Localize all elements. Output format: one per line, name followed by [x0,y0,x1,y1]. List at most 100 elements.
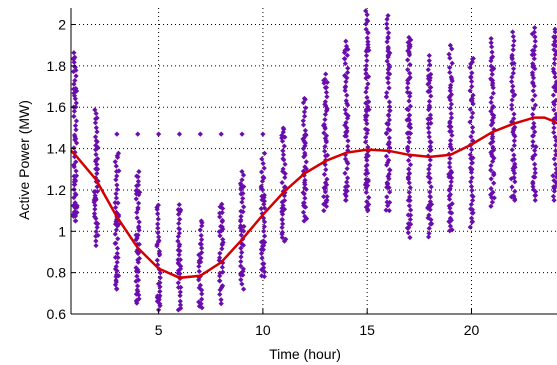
data-point [113,191,119,197]
data-point [489,44,495,50]
data-point [302,150,308,156]
data-point [258,206,264,212]
data-point [300,118,306,124]
data-point [342,156,349,162]
data-point [91,214,98,220]
data-point [469,197,476,203]
data-point [365,81,371,87]
data-point [258,246,264,253]
data-point [114,250,120,257]
data-point [530,88,536,94]
data-point [448,175,455,181]
data-point [112,266,119,272]
data-point [134,248,140,255]
data-point [428,221,435,227]
data-point [115,254,121,261]
data-point [551,129,557,136]
data-point [488,162,494,169]
data-point [300,136,306,142]
data-point [261,228,267,234]
data-point [404,117,410,123]
data-point [405,174,411,180]
data-point [156,131,162,137]
data-point [259,197,265,203]
data-point [135,200,142,206]
data-point [261,233,268,239]
data-point [469,192,475,199]
data-point [323,103,329,109]
data-point [532,66,538,72]
data-point [154,257,160,263]
data-point [324,152,331,158]
data-point [531,83,537,89]
data-point [240,190,246,197]
data-point [427,157,433,163]
data-point [427,193,433,200]
data-point [364,130,370,136]
data-point [384,90,390,96]
data-point [72,123,79,129]
data-point [426,225,432,231]
data-point [427,115,434,122]
data-point [531,187,537,193]
data-point [238,182,244,188]
data-point [238,254,244,260]
data-point [322,162,328,168]
data-point [489,199,496,205]
data-point [512,196,518,202]
data-point [407,61,413,68]
data-point [113,195,120,201]
data-point [344,69,351,76]
data-point [447,69,453,76]
data-point [447,88,453,94]
data-point [364,170,371,176]
data-point [220,260,226,266]
data-point [321,201,327,207]
data-point [447,119,453,125]
data-point [509,79,515,85]
data-point [427,75,433,81]
data-point [468,134,474,140]
data-point [510,66,517,72]
data-point [363,100,369,106]
data-point [238,263,244,269]
data-point [553,152,557,158]
data-point [71,50,77,56]
data-point [115,200,121,206]
data-point [241,204,247,210]
data-point [134,215,140,221]
data-point [71,173,77,179]
data-point [342,88,348,94]
data-point [241,286,247,292]
data-point [155,230,161,236]
data-point [510,83,516,89]
data-point [135,174,141,180]
data-point [114,173,120,179]
data-point [447,105,453,111]
data-point [114,186,120,193]
x-tick-label: 10 [255,322,271,338]
data-point [508,119,515,125]
data-point [428,93,434,99]
data-point [510,29,516,35]
data-point [428,139,434,145]
data-point [468,96,475,103]
data-point [551,125,557,131]
data-point [279,138,286,144]
data-point [405,39,411,46]
data-point [259,267,265,273]
data-point [364,162,370,168]
data-point [281,193,287,199]
data-point [342,170,348,176]
data-point [93,238,99,244]
data-point [469,218,476,225]
data-point [490,138,496,145]
data-point [261,150,268,157]
data-point [406,135,412,141]
data-point [407,93,413,99]
data-point [134,297,140,304]
data-point [114,259,120,265]
data-point [92,195,98,201]
data-point [386,62,392,68]
